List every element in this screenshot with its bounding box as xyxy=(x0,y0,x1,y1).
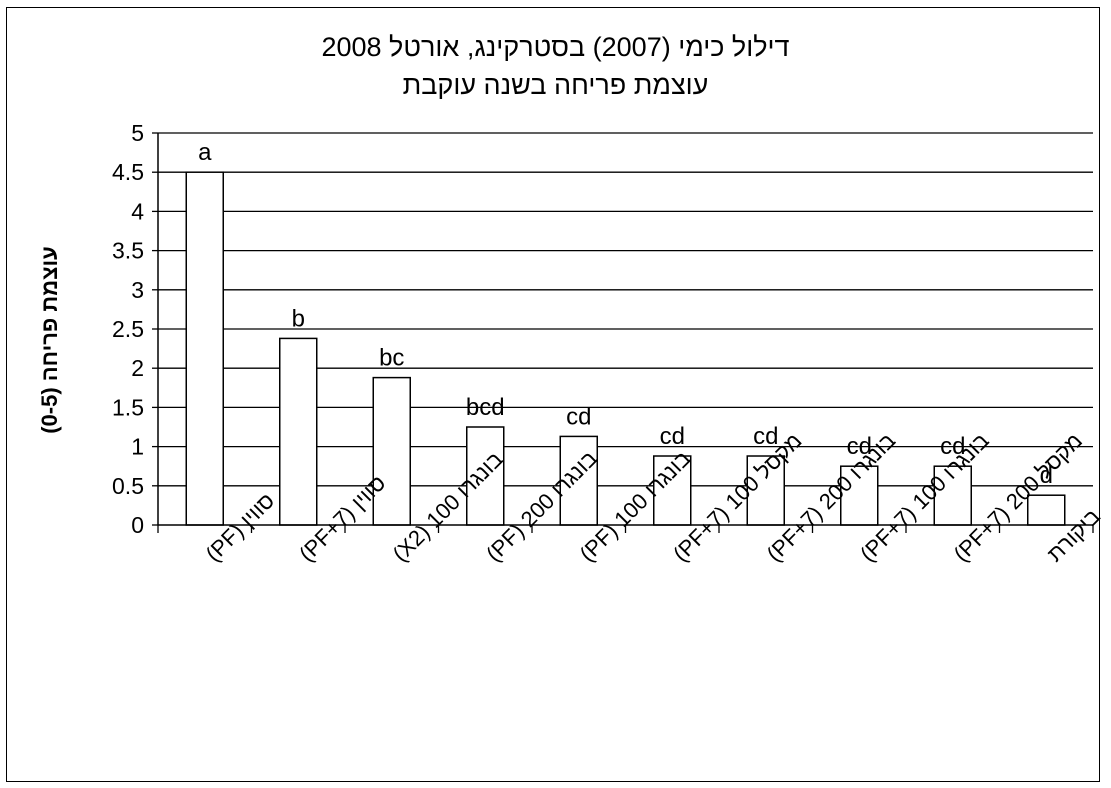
data-label: bcd xyxy=(466,394,505,421)
data-label: d xyxy=(1040,462,1053,489)
data-label: cd xyxy=(660,423,685,450)
data-label: cd xyxy=(847,433,872,460)
data-label: cd xyxy=(940,433,965,460)
y-tick-label: 2.5 xyxy=(112,316,144,342)
data-label: cd xyxy=(566,403,591,430)
y-tick-label: 2 xyxy=(131,355,144,381)
bar xyxy=(372,376,411,526)
y-tick-label: 4 xyxy=(131,198,144,224)
bar xyxy=(933,465,972,526)
data-label: bc xyxy=(379,345,404,372)
bar xyxy=(185,171,224,526)
y-tick-label: 1 xyxy=(131,434,144,460)
y-tick-label: 4.5 xyxy=(112,159,144,185)
data-label: cd xyxy=(753,423,778,450)
bar xyxy=(279,337,318,526)
y-tick-label: 5 xyxy=(131,120,144,146)
chart-title: דילול כימי (2007) בסטרקינג, אורטל 2008 xyxy=(321,32,790,62)
data-label: a xyxy=(198,139,212,166)
chart-subtitle: עוצמת פריחה בשנה עוקבת xyxy=(402,70,709,100)
y-tick-label: 3.5 xyxy=(112,238,144,264)
y-tick-label: 0.5 xyxy=(112,473,144,499)
bar xyxy=(840,465,879,526)
y-tick-label: 3 xyxy=(131,277,144,303)
bar xyxy=(653,455,692,526)
y-tick-label: 1.5 xyxy=(112,394,144,420)
data-label: b xyxy=(292,305,305,332)
bar xyxy=(1027,494,1066,526)
y-axis-label: עוצמת פריחה (0-5) xyxy=(37,246,62,434)
y-tick-label: 0 xyxy=(131,512,144,538)
